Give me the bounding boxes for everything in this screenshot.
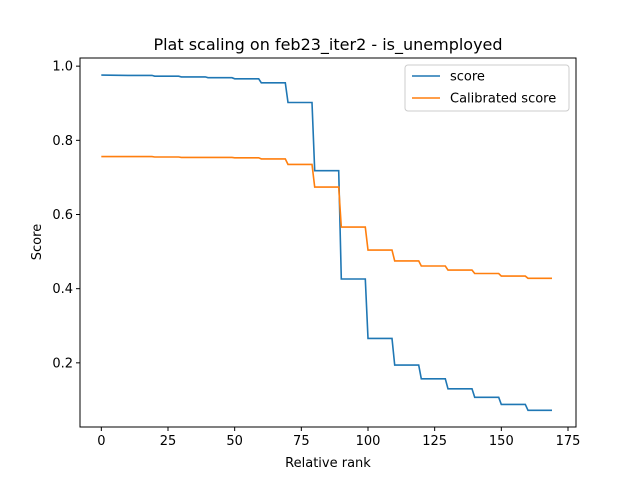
y-tick-label: 1.0	[52, 60, 73, 75]
x-tick-label: 75	[293, 434, 310, 449]
y-tick-label: 0.8	[52, 134, 73, 149]
x-tick-label: 175	[556, 434, 581, 449]
x-tick-label: 0	[97, 434, 105, 449]
x-tick-label: 100	[356, 434, 381, 449]
y-axis-label: Score	[30, 224, 45, 260]
legend: score Calibrated score	[404, 64, 570, 112]
plot-area	[101, 74, 552, 412]
series-line-calibrated-score	[101, 155, 552, 280]
x-tick-label: 125	[422, 434, 447, 449]
legend-entry-label: score	[450, 70, 485, 85]
chart-title: Plat scaling on feb23_iter2 - is_unemplo…	[153, 35, 502, 55]
legend-box	[404, 64, 570, 112]
y-tick-label: 0.6	[52, 208, 73, 223]
x-tick-label: 50	[226, 434, 243, 449]
axes-frame	[79, 57, 577, 428]
x-axis-ticks: 0 25 50 75 100 125 150 175	[97, 427, 580, 449]
y-tick-label: 0.2	[52, 356, 73, 371]
x-tick-label: 25	[160, 434, 177, 449]
x-tick-label: 150	[489, 434, 514, 449]
y-axis-ticks: 0.2 0.4 0.6 0.8 1.0	[52, 60, 80, 371]
y-tick-label: 0.4	[52, 282, 73, 297]
series-line-score	[101, 74, 552, 412]
x-axis-label: Relative rank	[285, 456, 371, 471]
legend-entry-label: Calibrated score	[450, 92, 556, 107]
